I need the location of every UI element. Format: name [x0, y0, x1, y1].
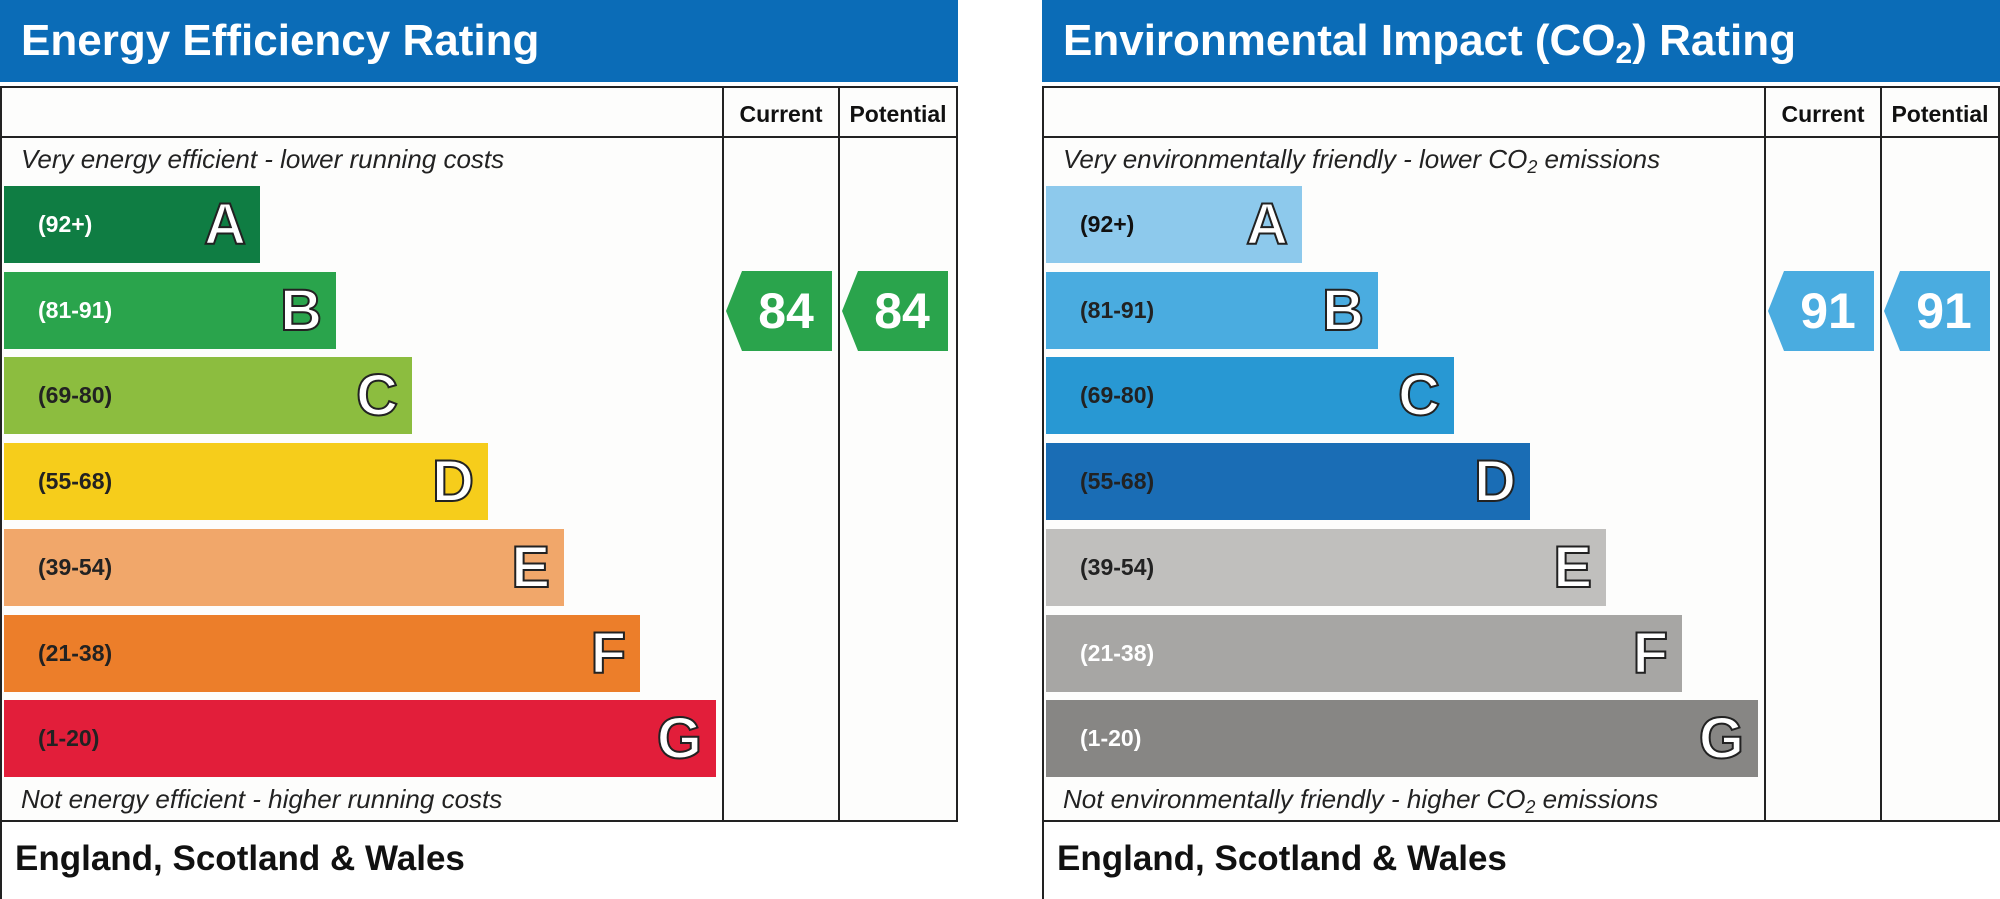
top-caption: Very environmentally friendly - lower CO… — [1063, 144, 1661, 177]
potential-pointer-shape — [1884, 270, 1990, 351]
band-letter: A — [203, 191, 247, 258]
band-letter: B — [279, 277, 323, 344]
potential-rating-value: 84 — [874, 282, 930, 339]
current-rating-value: 91 — [1800, 282, 1856, 339]
band-letter: G — [656, 705, 703, 772]
current-rating-pointer: 84 — [726, 270, 832, 351]
rating-band-a: (92+) A — [4, 186, 260, 263]
band-range-label: (39-54) — [38, 553, 113, 580]
band-letter: D — [431, 448, 475, 515]
rating-band-g: (1-20) G — [1046, 700, 1758, 778]
rating-band-a: (92+) A — [1046, 186, 1302, 263]
potential-rating-pointer: 91 — [1884, 270, 1990, 351]
band-range-label: (39-54) — [1080, 553, 1155, 580]
band-range-label: (55-68) — [38, 468, 113, 495]
band-letter: E — [1552, 534, 1593, 601]
potential-column-header: Potential — [849, 101, 947, 127]
potential-column-header: Potential — [1891, 101, 1989, 127]
column-divider — [1764, 88, 1766, 820]
energy-chart-title: Energy Efficiency Rating — [0, 0, 958, 82]
rating-band-b: (81-91) B — [4, 271, 336, 349]
band-range-label: (21-38) — [1080, 639, 1155, 666]
rating-band-e: (39-54) E — [4, 528, 564, 606]
rating-band-b: (81-91) B — [1046, 271, 1378, 349]
bottom-caption: Not energy efficient - higher running co… — [21, 784, 503, 814]
band-range-label: (21-38) — [38, 639, 113, 666]
rating-band-g: (1-20) G — [4, 700, 716, 778]
rating-band-c: (69-80) C — [4, 357, 412, 435]
band-range-label: (1-20) — [1080, 725, 1142, 752]
rating-band-e: (39-54) E — [1046, 528, 1606, 606]
band-letter: B — [1321, 277, 1365, 344]
rating-band-c: (69-80) C — [1046, 357, 1454, 435]
band-letter: A — [1245, 191, 1289, 258]
environmental-footer: England, Scotland & Wales — [1042, 822, 2000, 899]
energy-efficiency-panel: Energy Efficiency Rating Current Potenti… — [0, 0, 958, 899]
potential-rating-value: 91 — [1916, 282, 1972, 339]
current-pointer-shape — [726, 270, 832, 351]
band-letter: C — [355, 362, 399, 429]
environmental-chart-title: Environmental Impact (CO2) Rating — [1042, 0, 2000, 82]
band-letter: F — [1632, 620, 1669, 687]
energy-rating-grid: Current Potential Very energy efficient … — [0, 86, 958, 822]
potential-pointer-shape — [842, 270, 948, 351]
current-rating-value: 84 — [758, 282, 814, 339]
top-caption: Very energy efficient - lower running co… — [21, 144, 505, 174]
current-column-header: Current — [1781, 101, 1865, 127]
current-rating-pointer: 91 — [1768, 270, 1874, 351]
column-divider — [1880, 88, 1882, 820]
band-range-label: (55-68) — [1080, 468, 1155, 495]
band-range-label: (81-91) — [38, 296, 113, 323]
band-range-label: (92+) — [38, 211, 93, 237]
band-range-label: (69-80) — [1080, 382, 1155, 409]
band-letter: G — [1698, 705, 1745, 772]
column-divider — [838, 88, 840, 820]
band-letter: C — [1397, 362, 1441, 429]
rating-band-f: (21-38) F — [4, 614, 640, 692]
region-label: England, Scotland & Wales — [15, 839, 465, 878]
potential-rating-pointer: 84 — [842, 270, 948, 351]
current-column-header: Current — [739, 101, 823, 127]
band-range-label: (69-80) — [38, 382, 113, 409]
header-divider — [2, 136, 956, 138]
rating-band-d: (55-68) D — [1046, 443, 1530, 521]
environmental-impact-panel: Environmental Impact (CO2) Rating Curren… — [1042, 0, 2000, 899]
current-pointer-shape — [1768, 270, 1874, 351]
environmental-rating-grid: Current Potential Very environmentally f… — [1042, 86, 2000, 822]
band-range-label: (92+) — [1080, 211, 1135, 237]
region-label: England, Scotland & Wales — [1057, 839, 1507, 878]
column-divider — [722, 88, 724, 820]
bottom-caption: Not environmentally friendly - higher CO… — [1063, 784, 1659, 817]
band-range-label: (1-20) — [38, 725, 100, 752]
rating-band-d: (55-68) D — [4, 443, 488, 521]
header-divider — [1044, 136, 1998, 138]
rating-band-f: (21-38) F — [1046, 614, 1682, 692]
band-letter: F — [590, 620, 627, 687]
band-letter: E — [510, 534, 551, 601]
band-range-label: (81-91) — [1080, 296, 1155, 323]
band-letter: D — [1473, 448, 1517, 515]
energy-footer: England, Scotland & Wales — [0, 822, 958, 899]
